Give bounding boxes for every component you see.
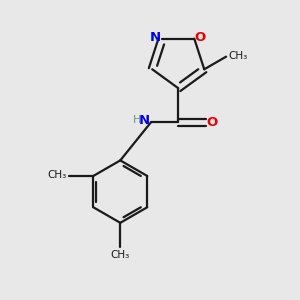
Text: H: H — [133, 115, 142, 125]
Text: CH₃: CH₃ — [229, 51, 248, 61]
Text: CH₃: CH₃ — [111, 250, 130, 260]
Text: N: N — [139, 114, 150, 127]
Text: CH₃: CH₃ — [47, 170, 67, 180]
Text: O: O — [206, 116, 217, 129]
Text: N: N — [150, 31, 161, 44]
Text: O: O — [195, 31, 206, 44]
